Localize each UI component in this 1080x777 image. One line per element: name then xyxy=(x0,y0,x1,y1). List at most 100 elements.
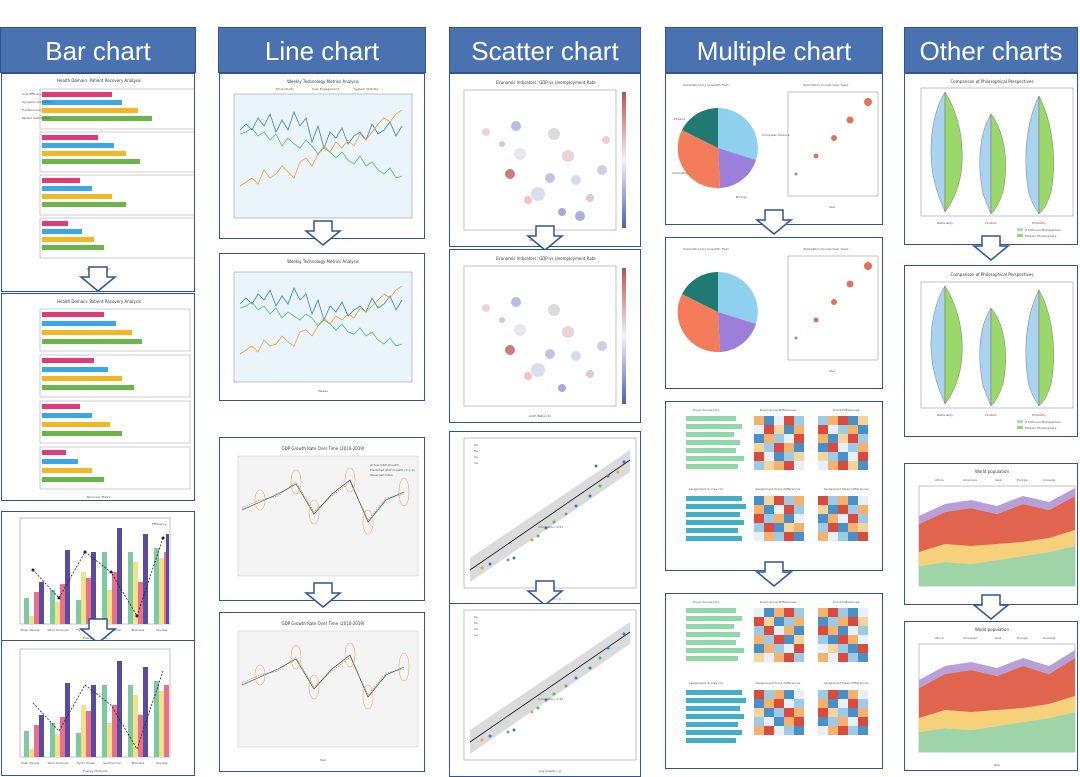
line-chart-2: Weekly Technology Metrics Analysis Weeks xyxy=(233,259,413,393)
pie-bubble-combo-2: Publications by Scientific Field Publica… xyxy=(677,247,879,373)
energy-2-cat-6: Nuclear xyxy=(156,761,168,765)
heat-1-title-1: Exam Scores (%) xyxy=(693,408,719,412)
heat-1-title-6: Assignment Mean Differences xyxy=(824,487,869,491)
violin-2-cat-2: Intuition xyxy=(985,413,998,417)
heat-2-title-6: Assignment Mean Differences xyxy=(824,681,869,685)
line-panel-3: GDP Growth Rate Over Time (2010-2019) Ac… xyxy=(219,437,425,601)
energy-2-cat-4: Geothermal xyxy=(103,761,121,765)
bar-panel-3: Solar Panels Wind Turbines Hydro Power G… xyxy=(1,511,195,643)
bar-chart-1-bars xyxy=(39,88,194,259)
area-1-legend-2: Americas xyxy=(963,478,977,482)
bubble-2-xlabel: Year xyxy=(829,369,836,373)
bubble-1-xlabel: Year xyxy=(829,205,836,209)
down-arrow-icon xyxy=(526,225,564,251)
area-2-legend-1: Africa xyxy=(935,636,944,640)
line-2-xlabel: Weeks xyxy=(318,389,328,393)
multiple-panel-3: Exam Scores (%) Exam Score Differences S… xyxy=(665,401,883,571)
violin-2-title: Comparison of Philosophical Perspectives xyxy=(951,272,1034,277)
energy-2-xlabel: Energy Methods xyxy=(83,769,108,773)
down-arrow-icon xyxy=(972,235,1010,261)
area-2-legend-2: Americas xyxy=(963,636,977,640)
violin-1-legend-1: Traditional Philosophers xyxy=(1024,228,1061,232)
column-header-other: Other charts xyxy=(904,27,1078,73)
energy-2-cat-5: Biomass xyxy=(132,761,145,765)
gdp-chart-1: GDP Growth Rate Over Time (2010-2019) Ac… xyxy=(237,446,419,589)
bar-chart-2-title: Health Domain: Patient Recovery Analysis xyxy=(57,299,141,304)
scatter-4-legend-1: 6a xyxy=(474,615,478,619)
energy-1-cat-5: Biomass xyxy=(132,628,145,632)
multiple-panel-4: Exam Scores (%) Exam Score Differences S… xyxy=(665,593,883,769)
down-arrow-icon xyxy=(304,220,342,246)
area-1-legend-3: Asia xyxy=(995,478,1001,482)
area-1-legend-4: Europe xyxy=(1017,478,1028,482)
energy-1-cat-1: Solar Panels xyxy=(21,628,40,632)
line-panel-1: Weekly Technology Metrics Analysis Produ… xyxy=(219,73,425,239)
area-1-title: World population xyxy=(975,469,1009,474)
scatter-1-title: Economic Indicators: GDP vs Unemployment… xyxy=(496,80,596,85)
heatmap-cells-1 xyxy=(754,416,868,541)
heatmap-combo-1: Exam Scores (%) Exam Score Differences S… xyxy=(686,408,869,541)
heat-1-title-4: Assignment Scores (%) xyxy=(689,487,724,491)
violin-2-cat-1: Rationality xyxy=(937,413,953,417)
bar-chart-1: Health Domain: Patient Recovery Analysis xyxy=(22,78,194,271)
line-1-legend-2: User Engagement xyxy=(312,87,340,91)
area-2-legend-4: Europe xyxy=(1017,636,1028,640)
energy-2-cat-2: Wind Turbines xyxy=(47,761,68,765)
line-chart-1: Weekly Technology Metrics Analysis Produ… xyxy=(233,79,413,231)
area-chart-2: World population Africa Americas Asia Eu… xyxy=(918,627,1076,767)
other-panel-2: Comparison of Philosophical Perspectives… xyxy=(904,265,1078,437)
scatter-panel-2: Economic Indicators: GDP vs Unemployment… xyxy=(449,249,641,423)
efficiency-line-1 xyxy=(32,537,164,617)
area-2-title: World population xyxy=(975,627,1009,632)
bar-panel-1: Health Domain: Patient Recovery Analysis xyxy=(1,73,195,292)
violin-2-legend-2: Modern Philosophers xyxy=(1025,426,1057,430)
pie-1-label-1: Physics xyxy=(674,117,686,121)
energy-1-line-legend: Efficiency xyxy=(152,522,167,526)
line-panel-4: GDP Growth Rate Over Time (2010-2019) Ye… xyxy=(219,612,425,772)
heat-1-title-3: Score Differences xyxy=(833,408,860,412)
heatmap-combo-2: Exam Scores (%) Exam Score Differences S… xyxy=(686,600,869,743)
pie-1-title: Publications by Scientific Field xyxy=(683,83,728,87)
scatter-3-legend-1: 6a xyxy=(474,443,478,447)
other-panel-3: World population Africa Americas Asia Eu… xyxy=(904,463,1078,605)
column-header-bar: Bar chart xyxy=(0,27,196,73)
heat-2-title-4: Assignment Scores (%) xyxy=(689,681,724,685)
down-arrow-icon xyxy=(755,209,793,235)
pie-1-label-3: Biology xyxy=(736,195,747,199)
scatter-4-xlabel: Log (Depth (-)) xyxy=(539,769,561,773)
energy-bar-chart-2: Solar Panels Wind Turbines Hydro Power G… xyxy=(19,648,171,773)
gdp-1-title: GDP Growth Rate Over Time (2010-2019) xyxy=(282,446,365,451)
scatter-3-legend-4: 1a xyxy=(474,461,478,465)
scatter-4-legend-3: 2a xyxy=(474,627,478,631)
line-1-legend-3: System Stability xyxy=(354,87,379,91)
violin-1-cat-2: Intuition xyxy=(985,221,998,225)
energy-2-cat-1: Solar Panels xyxy=(21,761,40,765)
bubble-1-title: Publication Counts Over Years xyxy=(804,83,849,87)
energy-1-cat-6: Nuclear xyxy=(156,628,168,632)
scatter-panel-3: 6a 5a 2a 1a Correlation: 0.97 Log (Depth… xyxy=(449,431,641,605)
heat-2-title-1: Exam Scores (%) xyxy=(693,600,719,604)
scatter-3-legend-3: 2a xyxy=(474,455,478,459)
bar-chart-2: Health Domain: Patient Recovery Analysis xyxy=(39,299,191,499)
area-1-legend-5: Oceania xyxy=(1043,478,1055,482)
gdp-1-legend-3: Observed Data xyxy=(370,473,393,477)
bar-panel-4: Solar Panels Wind Turbines Hydro Power G… xyxy=(1,640,195,776)
bubble-scatter-2: Economic Indicators: GDP vs Unemployment… xyxy=(463,256,626,418)
regression-scatter-2: 6a 5a 2a 1a Correlation: 0.97 Log (Depth… xyxy=(463,609,637,773)
energy-1-cat-2: Wind Turbines xyxy=(47,628,68,632)
bar-group-label-2: Symptom Reduction xyxy=(22,100,52,104)
heat-2-title-3: Score Differences xyxy=(833,600,860,604)
bar-panel-2: Health Domain: Patient Recovery Analysis xyxy=(1,293,195,501)
area-2-legend-5: Oceania xyxy=(1043,636,1055,640)
down-arrow-icon xyxy=(755,561,793,587)
pie-2-title: Publications by Scientific Field xyxy=(683,247,728,251)
multiple-panel-1: Publications by Scientific Field Physics… xyxy=(665,73,883,225)
bar-group-label-3: Full Recovery xyxy=(22,108,42,112)
down-arrow-icon xyxy=(526,580,564,606)
heat-1-title-2: Exam Score Differences xyxy=(760,408,796,412)
pie-bubble-combo-1: Publications by Scientific Field Physics… xyxy=(672,83,879,209)
pie-1-label-4: Chemistry xyxy=(672,171,688,175)
scatter-2-title: Economic Indicators: GDP vs Unemployment… xyxy=(496,256,596,261)
violin-1-cat-3: Empathy xyxy=(1032,221,1046,225)
pie-1-label-2: Computer Science xyxy=(762,133,790,137)
